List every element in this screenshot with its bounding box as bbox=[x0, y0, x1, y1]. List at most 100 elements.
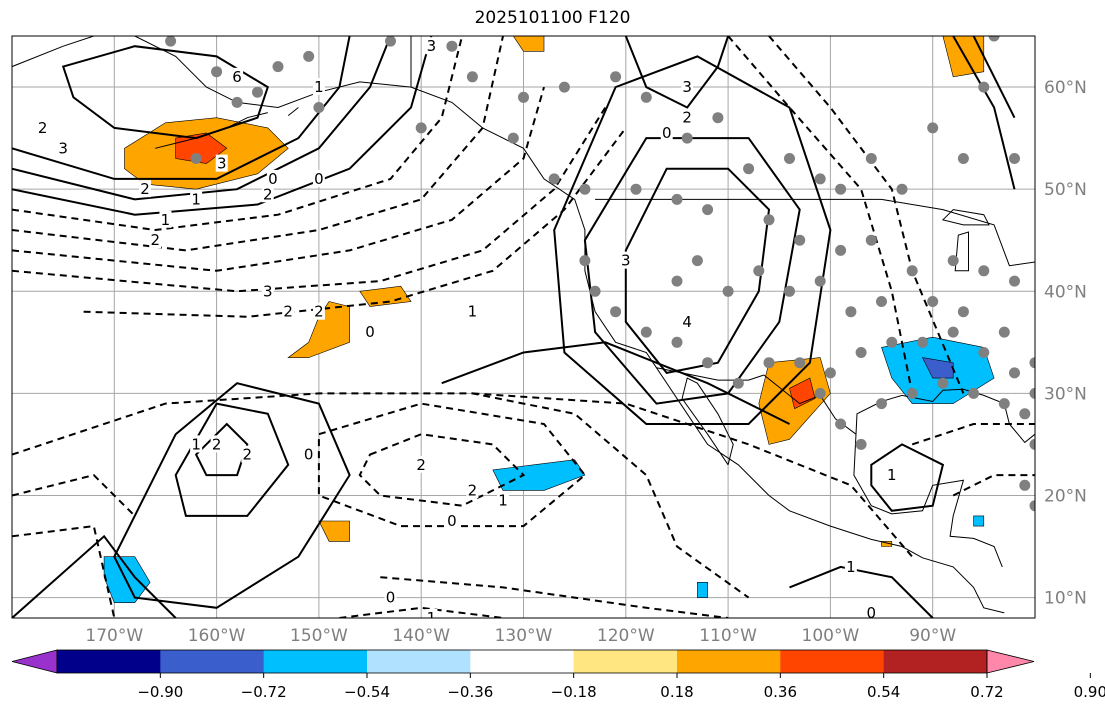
contour-label-bg bbox=[159, 210, 172, 228]
contour-label-bg bbox=[215, 154, 228, 172]
positive-contour bbox=[952, 36, 1016, 190]
station-marker bbox=[303, 50, 315, 62]
anomaly-region bbox=[359, 285, 412, 307]
station-marker bbox=[865, 153, 877, 164]
colorbar-tick-label: 0.90 bbox=[1074, 683, 1105, 701]
station-marker bbox=[1029, 500, 1035, 512]
colorbar-segment bbox=[470, 650, 575, 673]
station-marker bbox=[835, 183, 847, 195]
colorbar-tick-label: −0.90 bbox=[137, 683, 183, 701]
lat-tick-label: 50°N bbox=[1044, 180, 1087, 200]
contour-label-bg bbox=[445, 512, 458, 529]
colorbar-tick-label: 0.18 bbox=[660, 683, 693, 701]
contour-label-bg bbox=[466, 481, 479, 499]
gridlines bbox=[12, 36, 1035, 618]
station-marker bbox=[732, 377, 744, 389]
contour-label: 1 bbox=[191, 190, 201, 208]
lat-tick-label: 30°N bbox=[1044, 384, 1087, 404]
station-marker bbox=[865, 234, 877, 246]
station-marker bbox=[1009, 153, 1020, 164]
contour-label-bg bbox=[415, 455, 428, 473]
negative-contour bbox=[12, 106, 607, 293]
lat-tick-label: 20°N bbox=[1044, 486, 1087, 506]
station-marker bbox=[835, 244, 847, 256]
station-marker bbox=[507, 132, 519, 144]
lon-tick-label: 160°W bbox=[188, 626, 246, 646]
lat-tick-label: 40°N bbox=[1044, 282, 1087, 302]
contour-label-bg bbox=[384, 588, 397, 606]
lat-tick-label: 60°N bbox=[1044, 78, 1087, 98]
contour-label-bg bbox=[466, 302, 479, 320]
contour-label-bg bbox=[57, 139, 70, 157]
station-marker bbox=[671, 275, 683, 287]
station-marker bbox=[691, 255, 703, 267]
lat-tick-label: 10°N bbox=[1044, 589, 1087, 609]
contour-label-bg bbox=[190, 190, 203, 208]
positive-contour bbox=[972, 36, 1016, 119]
contour-label-bg bbox=[364, 323, 377, 341]
contour-label: 2 bbox=[212, 435, 222, 453]
contour-label: 1 bbox=[498, 492, 508, 510]
station-marker bbox=[835, 418, 847, 430]
station-marker bbox=[548, 173, 560, 185]
station-marker bbox=[876, 296, 887, 307]
station-marker bbox=[763, 357, 775, 369]
positive-contour bbox=[624, 36, 730, 109]
contour-label-bg bbox=[282, 302, 295, 320]
contour-label: 0 bbox=[314, 170, 324, 188]
station-marker bbox=[855, 438, 867, 450]
anomaly-region bbox=[287, 301, 350, 358]
colorbar-tick-label: −0.72 bbox=[241, 683, 287, 701]
station-marker bbox=[743, 163, 755, 175]
station-marker bbox=[998, 326, 1010, 338]
contour-label-bg bbox=[261, 282, 274, 300]
positive-contour bbox=[12, 36, 433, 216]
station-marker bbox=[917, 336, 928, 348]
contour-label-bg bbox=[261, 185, 274, 203]
station-marker bbox=[211, 66, 223, 78]
station-marker bbox=[165, 36, 177, 47]
anomaly-region bbox=[973, 515, 985, 527]
negative-contour bbox=[472, 392, 913, 558]
station-marker bbox=[896, 183, 908, 195]
positive-contour bbox=[174, 402, 290, 517]
station-marker bbox=[610, 71, 622, 83]
positive-contour bbox=[12, 534, 177, 618]
station-marker bbox=[702, 357, 714, 369]
station-marker bbox=[978, 81, 990, 93]
negative-contour bbox=[911, 423, 1035, 446]
anomaly-region bbox=[318, 520, 350, 542]
contour-label: 3 bbox=[217, 155, 227, 173]
contour-label-bg bbox=[681, 78, 694, 96]
station-marker bbox=[231, 96, 243, 108]
station-marker bbox=[415, 122, 427, 134]
contour-label: 1 bbox=[846, 558, 856, 576]
coastline bbox=[12, 36, 94, 68]
positive-contour bbox=[870, 443, 945, 512]
positive-contour bbox=[12, 36, 351, 180]
colorbar-extend-low bbox=[11, 649, 58, 674]
contour-label-bg bbox=[681, 108, 694, 126]
contour-label: 2 bbox=[314, 303, 324, 321]
plot-title: 2025101100 F120 bbox=[474, 8, 631, 28]
station-marker bbox=[784, 153, 795, 164]
lon-tick-label: 150°W bbox=[290, 626, 348, 646]
station-marker bbox=[385, 36, 396, 47]
contour-label: 1 bbox=[427, 609, 437, 627]
negative-contour bbox=[339, 606, 504, 618]
colorbar-segment bbox=[573, 650, 678, 673]
station-marker bbox=[702, 204, 714, 216]
contour-label: 1 bbox=[887, 466, 897, 484]
lon-tick-label: 170°W bbox=[85, 626, 143, 646]
station-marker bbox=[784, 285, 795, 297]
station-marker bbox=[466, 71, 478, 83]
station-marker bbox=[845, 306, 857, 318]
station-marker bbox=[1050, 163, 1061, 174]
contour-label-bg bbox=[266, 169, 279, 187]
station-marker bbox=[927, 122, 939, 134]
negative-contour bbox=[83, 127, 627, 318]
contour-label-bg bbox=[497, 491, 510, 509]
contour-label-bg bbox=[885, 466, 898, 484]
